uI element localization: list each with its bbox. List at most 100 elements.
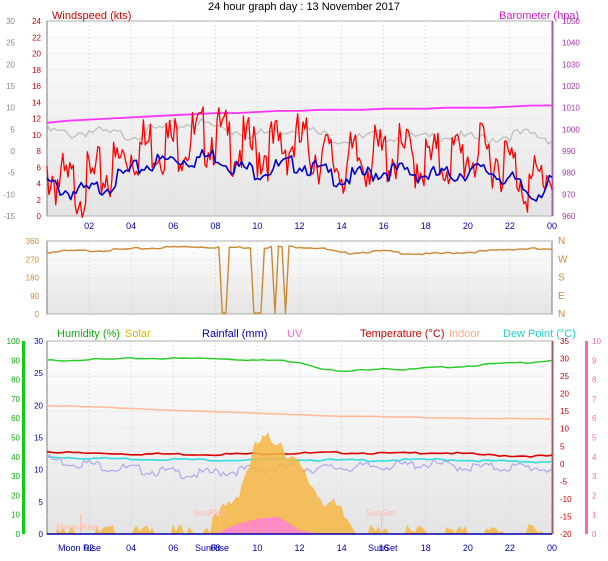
x-tick-bottom: 16: [379, 543, 389, 553]
direction-axis-tick: 360: [26, 237, 40, 246]
rain-axis-tick: 15: [34, 434, 43, 443]
humidity-axis-tick: 70: [11, 395, 20, 404]
temp-axis-tick: 0: [560, 460, 565, 469]
compass-axis-tick: W: [558, 254, 568, 265]
temp-axis-tick-top: 30: [6, 17, 15, 26]
wind-axis-tick: 8: [37, 147, 42, 156]
temp-axis-tick-top: 25: [6, 39, 15, 48]
uv-bar: [298, 530, 301, 534]
rain-axis-tick: 30: [34, 337, 43, 346]
uv-bar: [285, 521, 288, 534]
temp-axis-tick-top: 15: [6, 82, 15, 91]
uv-bar: [227, 527, 230, 534]
humidity-axis-tick: 40: [11, 453, 20, 462]
humidity-axis-tick: 80: [11, 376, 20, 385]
baro-axis-tick: 990: [562, 147, 576, 156]
baro-axis-tick: 1030: [562, 60, 580, 69]
humidity-axis-tick: 100: [7, 337, 21, 346]
uv-axis-tick: 10: [592, 337, 601, 346]
uv-bar: [306, 531, 309, 534]
uv-bar: [290, 525, 293, 534]
x-tick-bottom: 06: [168, 543, 178, 553]
annotation-moon-rise: Moon Rise: [56, 522, 99, 532]
compass-axis-tick: N: [558, 236, 565, 247]
baro-axis-tick: 980: [562, 169, 576, 178]
bottom-label-moon-rise: Moon Rise: [58, 543, 101, 553]
x-tick-top: 20: [463, 221, 473, 231]
rain-axis-tick: 5: [39, 498, 44, 507]
legend-temperature: Temperature (°C): [360, 328, 444, 340]
temperature-line: [46, 450, 553, 458]
rain-axis-tick: 25: [34, 369, 43, 378]
humidity-axis-tick: 20: [11, 491, 20, 500]
uv-bar: [248, 520, 251, 534]
uv-axis-tick: 5: [592, 434, 597, 443]
baro-axis-tick: 1010: [562, 104, 580, 113]
direction-axis-tick: 270: [26, 255, 40, 264]
x-tick-top: 06: [168, 221, 178, 231]
rain-axis-tick: 0: [39, 530, 44, 539]
temp-axis-tick: 5: [560, 442, 565, 451]
humidity-axis-tick: 50: [11, 434, 20, 443]
uv-bar: [266, 517, 270, 534]
direction-axis-tick: 0: [35, 310, 40, 319]
humidity-axis-tick: 30: [11, 472, 20, 481]
x-tick-top: 08: [210, 221, 220, 231]
legend-dewpoint: Dew Point (°C): [503, 328, 576, 340]
uv-bar: [295, 528, 299, 534]
wind-axis-tick: 22: [32, 33, 41, 42]
temp-axis-tick: -20: [560, 530, 572, 539]
uv-bar: [274, 516, 278, 534]
uv-bar: [224, 529, 228, 534]
x-tick-bottom: 12: [294, 543, 304, 553]
temp-axis-tick: 30: [560, 355, 569, 364]
temp-axis-tick: 35: [560, 337, 569, 346]
annotation-sunrise: SunRise: [193, 508, 227, 518]
compass-axis-tick: E: [558, 291, 565, 302]
x-tick-bottom: 04: [126, 543, 136, 553]
series-lines: [46, 104, 553, 535]
uv-axis-tick: 2: [592, 491, 597, 500]
x-tick-bottom: 22: [505, 543, 515, 553]
wind-axis-tick: 6: [37, 163, 42, 172]
legend-solar: Solar: [125, 328, 151, 340]
uv-axis-tick: 7: [592, 395, 597, 404]
humidity-axis-tick: 60: [11, 414, 20, 423]
uv-bar: [222, 530, 225, 534]
compass-axis-tick: S: [558, 273, 565, 284]
x-tick-top: 10: [252, 221, 262, 231]
x-tick-bottom: 00: [547, 543, 557, 553]
uv-bar: [235, 524, 238, 534]
bottom-label-sunset: SunSet: [368, 543, 398, 553]
rain-axis-tick: 20: [34, 401, 43, 410]
temp-axis-tick-top: -5: [8, 169, 16, 178]
temp-axis-tick-top: 20: [6, 60, 15, 69]
x-tick-bottom: 08: [210, 543, 220, 553]
uv-bar: [277, 516, 280, 534]
uv-bar: [271, 517, 275, 534]
uv-bar: [264, 517, 267, 534]
baro-axis-tick: 1050: [562, 17, 580, 26]
uv-bar: [232, 525, 235, 534]
legend-indoor: Indoor: [449, 328, 481, 340]
uv-bar: [253, 519, 256, 534]
baro-axis-tick: 970: [562, 190, 576, 199]
barometer-line: [46, 104, 552, 124]
x-tick-top: 02: [84, 221, 94, 231]
direction-axis-tick: 90: [30, 292, 39, 301]
baro-axis-tick: 960: [562, 212, 576, 221]
wind-axis-tick: 16: [32, 82, 41, 91]
x-tick-bottom: 20: [463, 543, 473, 553]
temp-axis-tick: 20: [560, 390, 569, 399]
x-tick-top: 16: [379, 221, 389, 231]
direction-axis-tick: 180: [26, 274, 40, 283]
uv-bar: [300, 530, 304, 534]
baro-axis-tick: 1000: [562, 125, 580, 134]
temp-axis-tick-top: 0: [11, 147, 16, 156]
x-tick-bottom: 14: [337, 543, 347, 553]
uv-bar: [282, 520, 285, 534]
uv-axis-tick: 3: [592, 472, 597, 481]
legend-barometer: Barometer (hpa): [499, 10, 579, 22]
chart-title: 24 hour graph day : 13 November 2017: [208, 1, 400, 13]
